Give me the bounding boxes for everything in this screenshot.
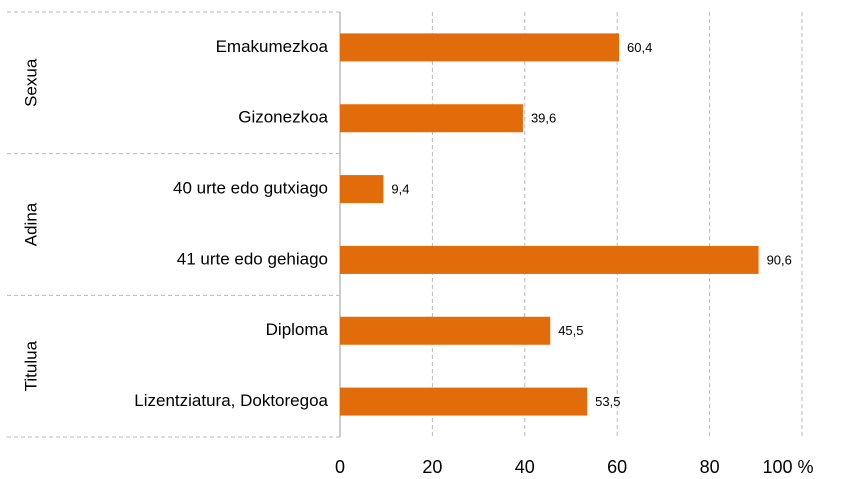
category-label: 41 urte edo gehiago <box>177 249 328 268</box>
category-label: 40 urte edo gutxiago <box>173 179 328 198</box>
category-label: Gizonezkoa <box>238 108 328 127</box>
value-label: 53,5 <box>595 394 620 409</box>
bar <box>340 104 523 133</box>
category-label: Emakumezkoa <box>216 37 329 56</box>
category-label: Lizentziatura, Doktoregoa <box>134 391 328 410</box>
group-label: Sexua <box>21 58 40 107</box>
group-label: Titulua <box>21 340 40 391</box>
category-label: Diploma <box>266 320 329 339</box>
bar <box>340 33 620 62</box>
x-tick-label: 100 % <box>762 457 813 477</box>
group-label: Adina <box>21 202 40 246</box>
x-tick-label: 60 <box>607 457 627 477</box>
bar <box>340 316 551 345</box>
x-tick-label: 40 <box>515 457 535 477</box>
x-tick-label: 20 <box>422 457 442 477</box>
bar <box>340 175 384 204</box>
bar <box>340 387 588 416</box>
x-tick-label: 0 <box>335 457 345 477</box>
x-tick-label: 80 <box>700 457 720 477</box>
value-label: 39,6 <box>531 111 556 126</box>
value-label: 60,4 <box>627 40 652 55</box>
value-label: 90,6 <box>767 252 792 267</box>
value-label: 9,4 <box>391 182 409 197</box>
bar <box>340 245 759 274</box>
value-label: 45,5 <box>558 323 583 338</box>
